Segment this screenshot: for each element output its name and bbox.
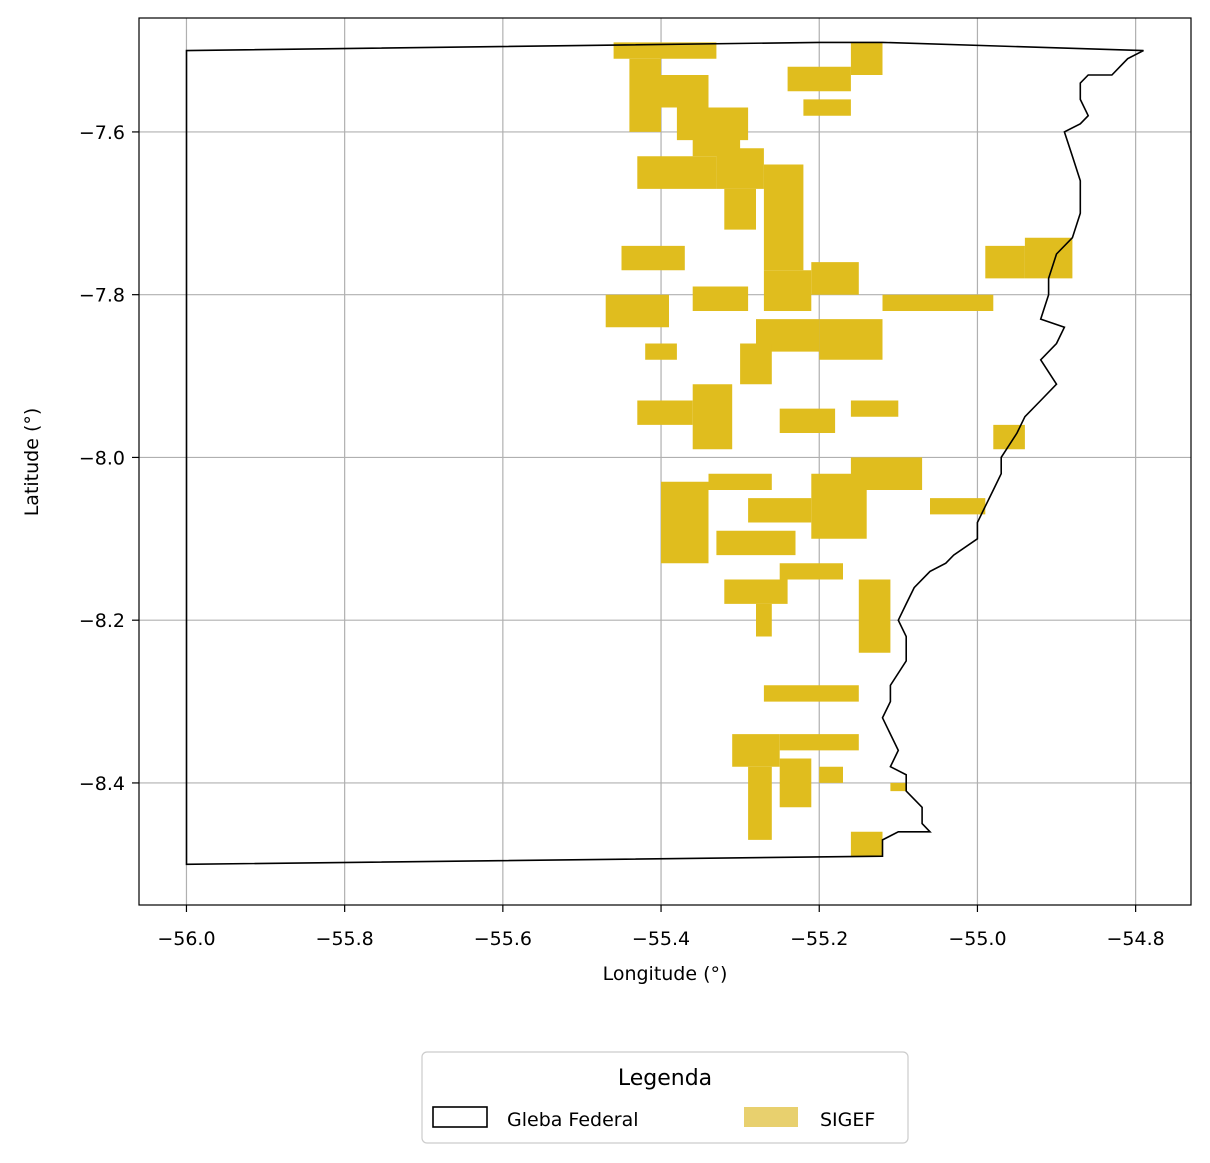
sigef-parcel	[930, 498, 986, 515]
sigef-parcel	[724, 188, 756, 230]
sigef-parcel	[740, 343, 772, 385]
sigef-parcel	[787, 66, 851, 92]
legend-title: Legenda	[618, 1066, 712, 1091]
sigef-parcel	[605, 294, 669, 328]
sigef-parcel	[692, 123, 741, 157]
sigef-parcel	[985, 245, 1025, 279]
sigef-parcel	[779, 734, 859, 751]
y-tick-label: −7.6	[79, 122, 125, 144]
legend-swatch-gleba	[432, 1106, 488, 1128]
sigef-parcel	[850, 457, 923, 490]
sigef-layer	[605, 42, 1073, 857]
sigef-parcel	[661, 75, 709, 108]
sigef-parcel	[850, 42, 883, 75]
gleba-federal-boundary	[185, 41, 1144, 866]
sigef-parcel	[724, 579, 788, 604]
sigef-parcel	[779, 563, 843, 580]
y-tick-label: −8.0	[79, 447, 125, 469]
x-tick-label: −54.8	[1107, 928, 1165, 950]
sigef-parcel	[1024, 237, 1073, 279]
sigef-parcel	[621, 245, 685, 271]
x-tick-label: −55.8	[316, 928, 374, 950]
y-tick-label: −8.4	[79, 773, 125, 795]
x-axis-label: Longitude (°)	[603, 963, 728, 985]
x-tick-label: −55.2	[790, 928, 848, 950]
sigef-parcel	[692, 384, 733, 450]
legend-label-sigef: SIGEF	[820, 1109, 875, 1131]
sigef-parcel	[850, 400, 899, 417]
x-axis-ticks: −56.0 −55.8 −55.6 −55.4 −55.2 −55.0 −54.8	[157, 905, 1165, 950]
sigef-parcel	[637, 156, 717, 189]
sigef-parcel	[811, 262, 859, 295]
x-tick-label: −55.0	[948, 928, 1006, 950]
y-axis-ticks: −7.6 −7.8 −8.0 −8.2 −8.4	[79, 122, 139, 795]
sigef-parcel	[748, 766, 772, 840]
x-tick-label: −55.4	[632, 928, 690, 950]
sigef-parcel	[763, 685, 859, 702]
sigef-parcel	[732, 734, 780, 767]
x-tick-label: −56.0	[157, 928, 215, 950]
sigef-parcel	[882, 294, 994, 311]
sigef-parcel	[819, 766, 843, 783]
y-axis-label: Latitude (°)	[21, 408, 43, 517]
plot-frame	[138, 17, 1192, 906]
grid-lines	[139, 18, 1191, 905]
y-tick-label: −8.2	[79, 610, 125, 632]
sigef-parcel	[692, 286, 749, 311]
x-tick-label: −55.6	[474, 928, 532, 950]
sigef-parcel	[779, 408, 836, 433]
y-tick-label: −7.8	[79, 285, 125, 307]
sigef-parcel	[890, 782, 907, 792]
sigef-parcel	[661, 481, 709, 564]
legend-label-gleba: Gleba Federal	[507, 1109, 639, 1131]
sigef-parcel	[993, 424, 1025, 450]
sigef-parcel	[763, 270, 812, 311]
sigef-parcel	[748, 498, 812, 523]
sigef-parcel	[708, 473, 772, 490]
sigef-parcel	[858, 579, 891, 653]
sigef-parcel	[779, 758, 812, 808]
sigef-parcel	[637, 400, 693, 425]
sigef-parcel	[629, 58, 661, 132]
sigef-parcel	[645, 343, 677, 360]
sigef-parcel	[756, 603, 772, 637]
sigef-parcel	[613, 42, 717, 59]
legend: Legenda Gleba Federal SIGEF	[421, 1051, 909, 1144]
sigef-parcel	[716, 530, 796, 556]
sigef-parcel	[716, 148, 764, 189]
legend-swatch-sigef	[744, 1107, 798, 1127]
sigef-parcel	[819, 319, 883, 360]
sigef-parcel	[803, 99, 851, 116]
sigef-parcel	[763, 164, 804, 271]
sigef-parcel	[756, 319, 820, 352]
sigef-parcel	[850, 831, 883, 857]
